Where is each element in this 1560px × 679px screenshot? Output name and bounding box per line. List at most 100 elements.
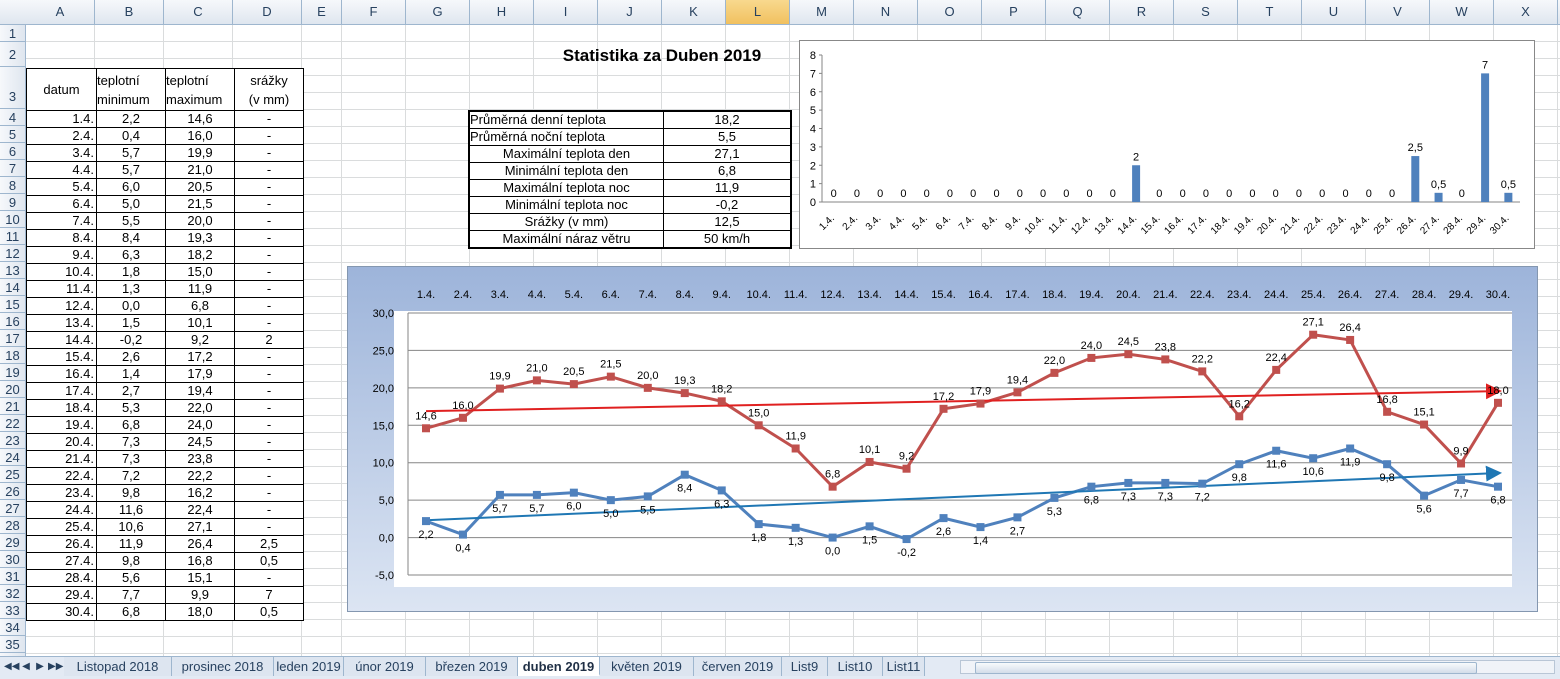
column-header-N[interactable]: N bbox=[854, 0, 918, 24]
cell-d[interactable]: 3.4. bbox=[26, 144, 97, 162]
cell-min[interactable]: 5,3 bbox=[96, 399, 166, 417]
row-header-25[interactable]: 25 bbox=[0, 466, 25, 483]
cell-min[interactable]: 11,6 bbox=[96, 501, 166, 519]
cell-max[interactable]: 19,4 bbox=[165, 382, 235, 400]
cell-min[interactable]: -0,2 bbox=[96, 331, 166, 349]
cell-rain[interactable]: - bbox=[234, 314, 304, 332]
cell-rain[interactable]: - bbox=[234, 382, 304, 400]
cell-rain[interactable]: - bbox=[234, 229, 304, 247]
column-header-F[interactable]: F bbox=[342, 0, 406, 24]
cell-min[interactable]: 5,7 bbox=[96, 161, 166, 179]
cell-rain[interactable]: - bbox=[234, 280, 304, 298]
column-header-K[interactable]: K bbox=[662, 0, 726, 24]
cell-d[interactable]: 22.4. bbox=[26, 467, 97, 485]
row-header-10[interactable]: 10 bbox=[0, 211, 25, 228]
cell-min[interactable]: 2,6 bbox=[96, 348, 166, 366]
cell-max[interactable]: 22,2 bbox=[165, 467, 235, 485]
cell-d[interactable]: 26.4. bbox=[26, 535, 97, 553]
cell-min[interactable]: 7,3 bbox=[96, 433, 166, 451]
cell-d[interactable]: 20.4. bbox=[26, 433, 97, 451]
cell-d[interactable]: 1.4. bbox=[26, 110, 97, 128]
stats-value[interactable]: 27,1 bbox=[663, 145, 792, 163]
row-header-18[interactable]: 18 bbox=[0, 347, 25, 364]
cell-max[interactable]: 19,3 bbox=[165, 229, 235, 247]
cell-rain[interactable]: - bbox=[234, 501, 304, 519]
cell-rain[interactable]: - bbox=[234, 246, 304, 264]
stats-value[interactable]: 12,5 bbox=[663, 213, 792, 231]
cell-max[interactable]: 9,2 bbox=[165, 331, 235, 349]
cell-d[interactable]: 15.4. bbox=[26, 348, 97, 366]
row-header-30[interactable]: 30 bbox=[0, 551, 25, 568]
cell-d[interactable]: 11.4. bbox=[26, 280, 97, 298]
row-header-24[interactable]: 24 bbox=[0, 449, 25, 466]
sheet-tab[interactable]: prosinec 2018 bbox=[172, 657, 274, 676]
cell-max[interactable]: 20,5 bbox=[165, 178, 235, 196]
cell-rain[interactable]: - bbox=[234, 365, 304, 383]
horizontal-scrollbar[interactable] bbox=[960, 660, 1555, 674]
sheet-tab[interactable]: List10 bbox=[828, 657, 883, 676]
row-header-19[interactable]: 19 bbox=[0, 364, 25, 381]
cell-d[interactable]: 25.4. bbox=[26, 518, 97, 536]
cell-max[interactable]: 18,2 bbox=[165, 246, 235, 264]
cell-rain[interactable]: 2,5 bbox=[234, 535, 304, 553]
cell-rain[interactable]: - bbox=[234, 297, 304, 315]
column-header-J[interactable]: J bbox=[598, 0, 662, 24]
cell-d[interactable]: 24.4. bbox=[26, 501, 97, 519]
column-header-X[interactable]: X bbox=[1494, 0, 1558, 24]
cell-min[interactable]: 2,2 bbox=[96, 110, 166, 128]
row-header-32[interactable]: 32 bbox=[0, 585, 25, 602]
cell-rain[interactable]: - bbox=[234, 518, 304, 536]
cell-rain[interactable]: - bbox=[234, 484, 304, 502]
cell-min[interactable]: 1,4 bbox=[96, 365, 166, 383]
cell-min[interactable]: 0,4 bbox=[96, 127, 166, 145]
cell-max[interactable]: 19,9 bbox=[165, 144, 235, 162]
cell-d[interactable]: 30.4. bbox=[26, 603, 97, 621]
column-header-A[interactable]: A bbox=[26, 0, 95, 24]
cell-rain[interactable]: - bbox=[234, 110, 304, 128]
cell-min[interactable]: 9,8 bbox=[96, 484, 166, 502]
row-header-14[interactable]: 14 bbox=[0, 279, 25, 296]
cell-min[interactable]: 1,5 bbox=[96, 314, 166, 332]
stats-value[interactable]: 6,8 bbox=[663, 162, 792, 180]
prev-sheet-button[interactable]: ◀ bbox=[22, 661, 30, 672]
cell-rain[interactable]: - bbox=[234, 212, 304, 230]
page-title[interactable]: Statistika za Duben 2019 bbox=[562, 46, 762, 65]
cell-rain[interactable]: - bbox=[234, 433, 304, 451]
row-header-28[interactable]: 28 bbox=[0, 517, 25, 534]
row-header-17[interactable]: 17 bbox=[0, 330, 25, 347]
cell-d[interactable]: 7.4. bbox=[26, 212, 97, 230]
cell-max[interactable]: 23,8 bbox=[165, 450, 235, 468]
row-header-22[interactable]: 22 bbox=[0, 415, 25, 432]
cell-min[interactable]: 1,3 bbox=[96, 280, 166, 298]
cell-max[interactable]: 9,9 bbox=[165, 586, 235, 604]
cell-min[interactable]: 10,6 bbox=[96, 518, 166, 536]
cell-min[interactable]: 5,7 bbox=[96, 144, 166, 162]
row-header-34[interactable]: 34 bbox=[0, 619, 25, 636]
cell-min[interactable]: 2,7 bbox=[96, 382, 166, 400]
first-sheet-button[interactable]: ◀◀ bbox=[4, 661, 20, 672]
cell-max[interactable]: 11,9 bbox=[165, 280, 235, 298]
stats-label[interactable]: Srážky (v mm) bbox=[468, 213, 664, 231]
cell-d[interactable]: 18.4. bbox=[26, 399, 97, 417]
cell-rain[interactable]: - bbox=[234, 450, 304, 468]
column-header-L[interactable]: L bbox=[726, 0, 790, 24]
column-header-B[interactable]: B bbox=[95, 0, 164, 24]
row-header-12[interactable]: 12 bbox=[0, 245, 25, 262]
cell-d[interactable]: 4.4. bbox=[26, 161, 97, 179]
rain-bar-chart[interactable]: 0 1 2 3 4 5 6 7 8 0 1.4. 0 2.4. 0 3.4. 0 4.4. 0 5.4. 0 6.4. 0… bbox=[799, 40, 1535, 249]
cell-d[interactable]: 2.4. bbox=[26, 127, 97, 145]
cell-rain[interactable]: - bbox=[234, 399, 304, 417]
stats-label[interactable]: Maximální náraz větru bbox=[468, 230, 664, 249]
cell-max[interactable]: 22,4 bbox=[165, 501, 235, 519]
cell-max[interactable]: 16,2 bbox=[165, 484, 235, 502]
cell-d[interactable]: 13.4. bbox=[26, 314, 97, 332]
cell-rain[interactable]: - bbox=[234, 144, 304, 162]
stats-value[interactable]: 11,9 bbox=[663, 179, 792, 197]
row-header-35[interactable]: 35 bbox=[0, 636, 25, 653]
column-header-V[interactable]: V bbox=[1366, 0, 1430, 24]
cell-min[interactable]: 7,3 bbox=[96, 450, 166, 468]
cell-max[interactable]: 20,0 bbox=[165, 212, 235, 230]
cell-rain[interactable]: 0,5 bbox=[234, 552, 304, 570]
cell-min[interactable]: 5,5 bbox=[96, 212, 166, 230]
cell-max[interactable]: 21,0 bbox=[165, 161, 235, 179]
